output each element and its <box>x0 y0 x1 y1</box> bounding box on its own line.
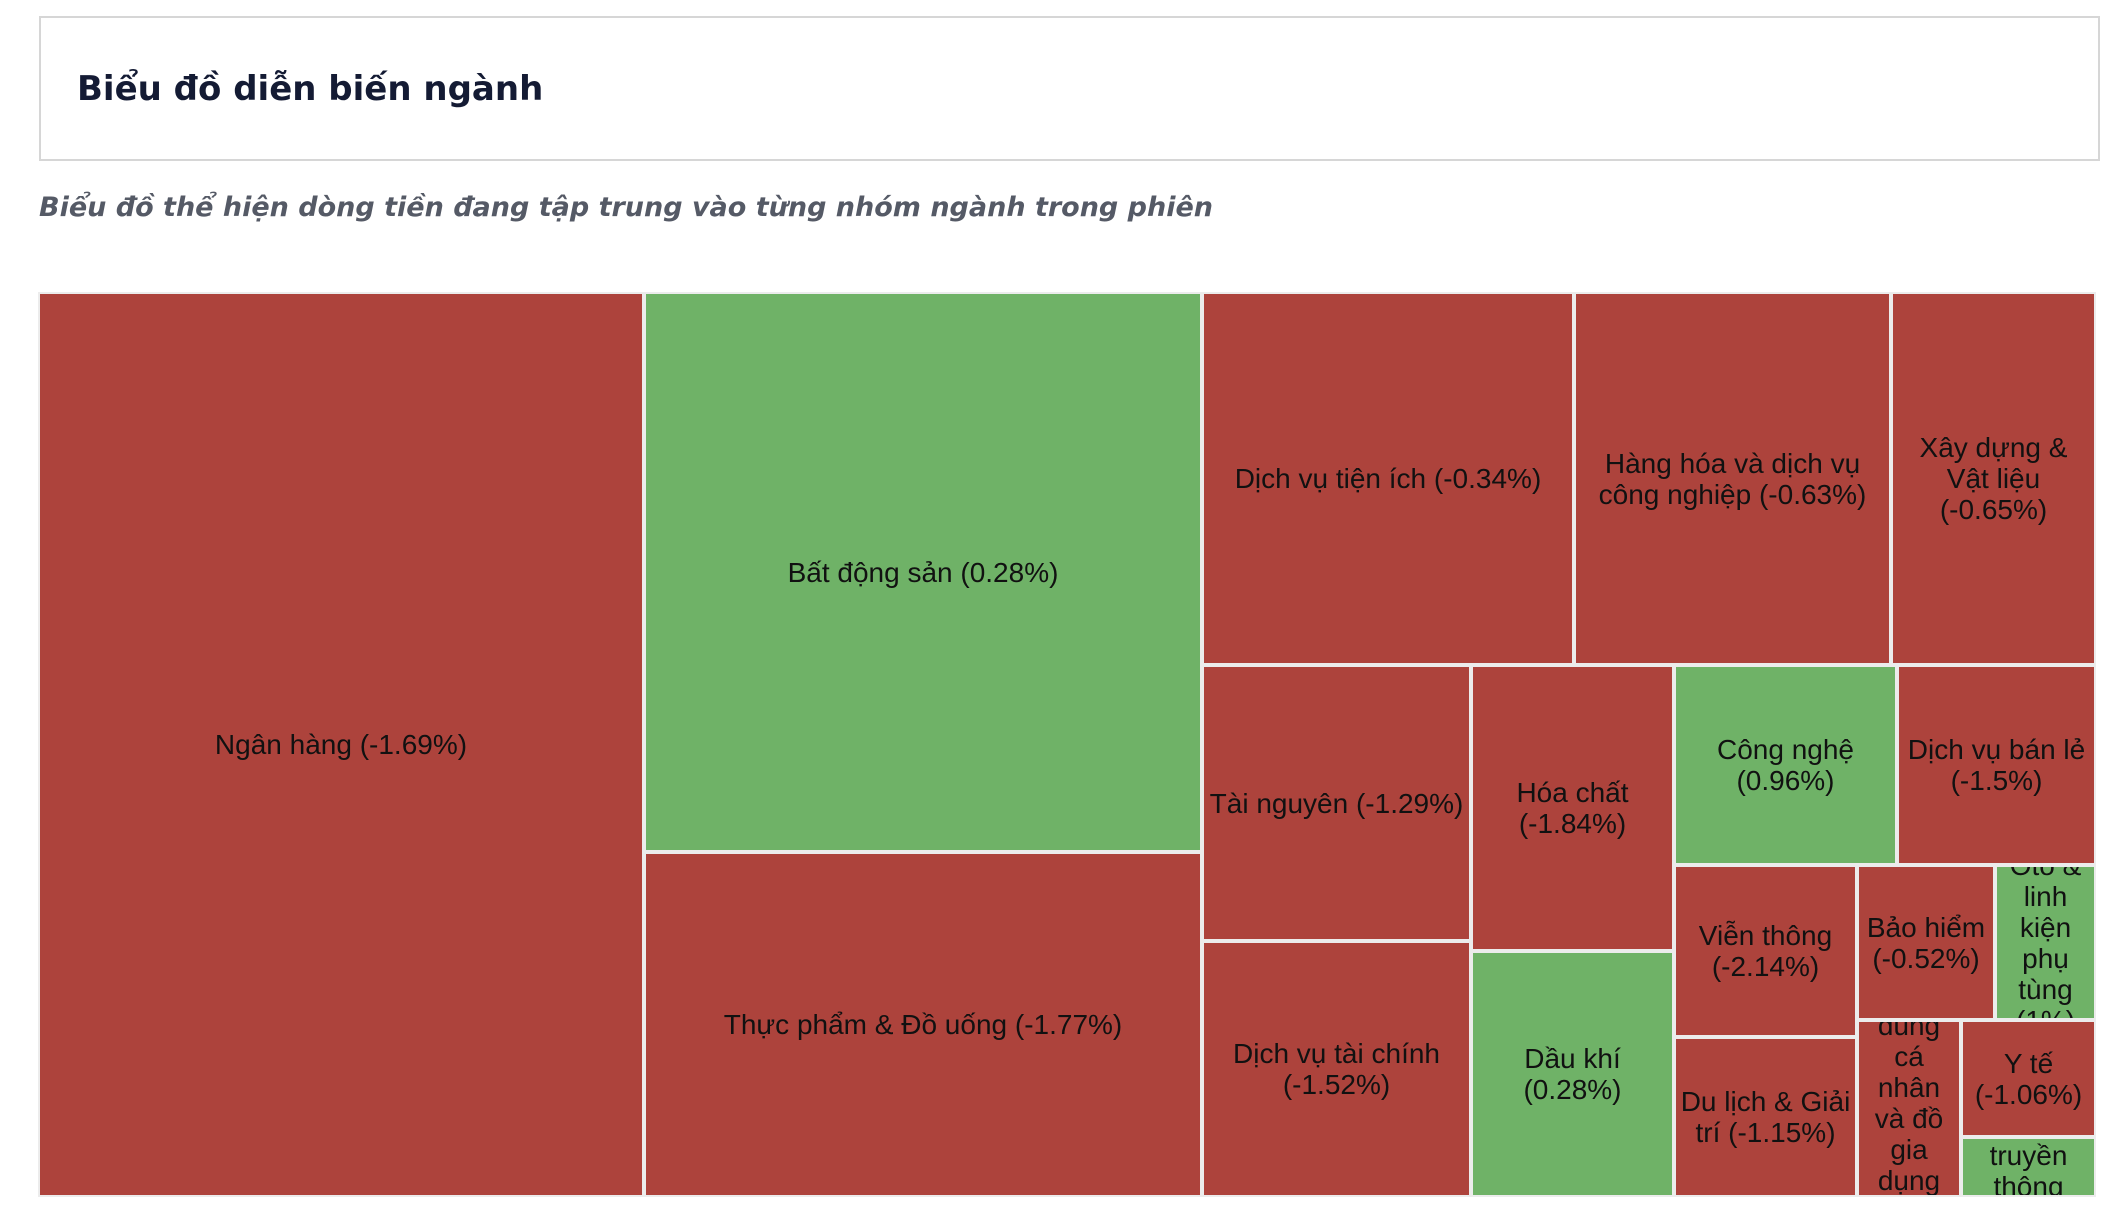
treemap-tile-label: Tài nguyên (-1.29%) <box>1209 787 1464 819</box>
treemap-tile-dich-vu-tai-chinh[interactable]: Dịch vụ tài chính (-1.52%) <box>1202 941 1471 1197</box>
treemap-tile-bao-hiem[interactable]: Bảo hiểm (-0.52%) <box>1857 865 1995 1020</box>
treemap-tile-label: Dịch vụ tài chính (-1.52%) <box>1233 1038 1440 1100</box>
treemap-tile-label: Dầu khí (0.28%) <box>1523 1043 1622 1105</box>
treemap-tile-dau-khi[interactable]: Dầu khí (0.28%) <box>1471 951 1674 1197</box>
chart-title: Biểu đồ diễn biến ngành <box>77 68 544 109</box>
treemap-tile-label: Du lịch & Giải trí (-1.15%) <box>1680 1086 1851 1148</box>
treemap-tile-oto-linh-kien-phu-tung[interactable]: Ôtô & linh kiện phụ tùng (1%) <box>1995 865 2096 1020</box>
treemap-tile-ngan-hang[interactable]: Ngân hàng (-1.69%) <box>38 292 644 1197</box>
treemap-tile-label: Bảo hiểm (-0.52%) <box>1866 911 1986 974</box>
treemap-tile-vien-thong[interactable]: Viễn thông (-2.14%) <box>1674 865 1857 1037</box>
treemap-tile-label: Y tế (-1.06%) <box>1974 1047 2083 1110</box>
treemap-tile-label: Thực phẩm & Đồ uống (-1.77%) <box>723 1009 1123 1040</box>
treemap-tile-label: Hàng hóa và dịch vụ công nghiệp (-0.63%) <box>1598 447 1867 510</box>
treemap-tile-label: Dịch vụ bán lẻ (-1.5%) <box>1907 734 2086 796</box>
chart-subtitle: Biểu đồ thể hiện dòng tiền đang tập trun… <box>39 192 1213 223</box>
treemap-tile-bat-dong-san[interactable]: Bất động sản (0.28%) <box>644 292 1202 852</box>
treemap-tile-tai-nguyen[interactable]: Tài nguyên (-1.29%) <box>1202 665 1471 941</box>
treemap-tile-label: Viễn thông (-2.14%) <box>1698 920 1833 982</box>
treemap-tile-label: Công nghệ (0.96%) <box>1716 734 1854 796</box>
treemap-tile-dich-vu-ban-le[interactable]: Dịch vụ bán lẻ (-1.5%) <box>1897 665 2096 865</box>
treemap-tile-xay-dung-vat-lieu[interactable]: Xây dựng & Vật liệu (-0.65%) <box>1891 292 2096 665</box>
treemap-tile-du-lich-giai-tri[interactable]: Du lịch & Giải trí (-1.15%) <box>1674 1037 1857 1197</box>
treemap-tile-label: tiện truyền thông <box>1989 1139 2068 1197</box>
treemap-tile-label: Xây dựng & Vật liệu (-0.65%) <box>1919 432 2068 525</box>
treemap-tile-label: Dịch vụ tiện ích (-0.34%) <box>1234 463 1542 494</box>
treemap-tile-y-te[interactable]: Y tế (-1.06%) <box>1961 1020 2096 1137</box>
treemap-tile-label: Ôtô & linh kiện phụ tùng (1%) <box>2009 865 2082 1020</box>
treemap-tile-dich-vu-tien-ich[interactable]: Dịch vụ tiện ích (-0.34%) <box>1202 292 1574 665</box>
treemap-tile-thuc-pham-do-uong[interactable]: Thực phẩm & Đồ uống (-1.77%) <box>644 852 1202 1197</box>
treemap-tile-hoa-chat[interactable]: Hóa chất (-1.84%) <box>1471 665 1674 951</box>
treemap-tile-label: Hóa chất (-1.84%) <box>1516 777 1629 839</box>
chart-header: Biểu đồ diễn biến ngành <box>39 16 2100 161</box>
sector-treemap: Ngân hàng (-1.69%) Bất động sản (0.28%) Th… <box>38 292 2096 1197</box>
treemap-tile-cong-nghe[interactable]: Công nghệ (0.96%) <box>1674 665 1897 865</box>
treemap-tile-label: Bất động sản (0.28%) <box>787 556 1059 588</box>
treemap-tile-label: Đồ dùng cá nhân và đồ gia dụng (-0.8%) <box>1874 1020 1944 1196</box>
treemap-tile-hang-hoa-va-dich-vu-cong-nghiep[interactable]: Hàng hóa và dịch vụ công nghiệp (-0.63%) <box>1574 292 1891 665</box>
treemap-tile-do-dung-ca-nhan-va-do-gia-dung[interactable]: Đồ dùng cá nhân và đồ gia dụng (-0.8%) <box>1857 1020 1961 1197</box>
treemap-tile-label: Ngân hàng (-1.69%) <box>214 729 468 760</box>
treemap-tile-tien-truyen-thong[interactable]: tiện truyền thông <box>1961 1137 2096 1197</box>
